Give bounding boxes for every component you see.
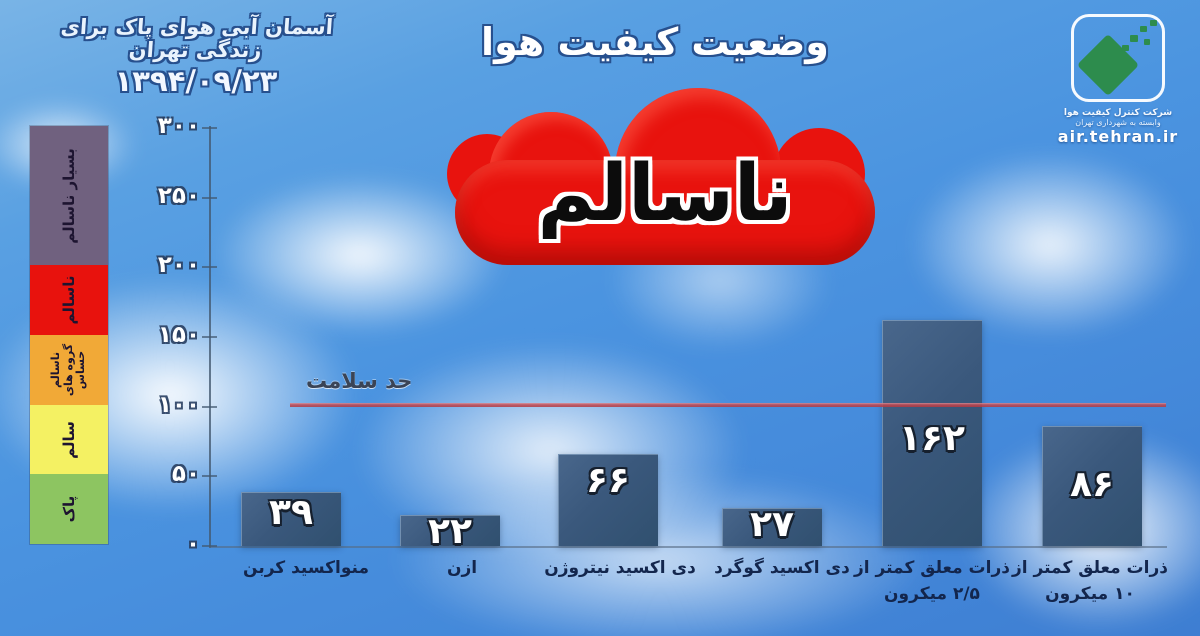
aqi-scale-legend: بسیار ناسالم ناسالم ناسالم گروه های حساس… [30,126,108,544]
scale-label: سالم [60,420,78,459]
y-tick-label: ۳۰۰ [157,113,200,139]
x-label-pm10: ذرات معلق کمتر از ۱۰ میکرون [980,556,1200,607]
health-limit-label: حد سلامت [306,369,413,393]
bar-value: ۶۶ [586,460,630,501]
logo-org-subtitle: وابسته به شهرداری تهران [1075,118,1161,127]
y-tick [202,406,217,408]
y-tick-label: ۱۰۰ [157,392,200,418]
scale-very-unhealthy: بسیار ناسالم [30,126,108,265]
brand-slogan: آسمان آبی هوای پاک برای زندگی تهران [59,15,334,63]
y-tick-label: ۱۵۰ [157,322,200,348]
logo-pixel-icon [1122,45,1129,51]
health-limit-line [290,403,1166,407]
logo-pixel-icon [1140,26,1147,32]
logo-org-name: شرکت کنترل کیفیت هوا [1063,108,1173,118]
bar-value: ۸۶ [1070,464,1114,505]
bar-sulfur-dioxide: ۲۷ [722,504,822,546]
scale-unhealthy: ناسالم [30,265,108,335]
bar-value: ۳۹ [269,492,313,533]
x-label-line: ۱۰ میکرون [1045,583,1135,604]
scale-healthy: سالم [30,405,108,474]
y-tick-label: ۲۵۰ [157,183,200,209]
report-date: ۱۳۹۴/۰۹/۲۳ [114,64,278,98]
status-badge: ناسالم [537,149,793,239]
y-tick [202,475,217,477]
bar-pm25: ۱۶۲ [882,320,982,546]
logo-url: air.tehran.ir [1057,127,1179,146]
scale-label: ناسالم [60,275,78,325]
bar-value: ۱۶۲ [899,418,965,459]
bar-nitrogen-dioxide: ۶۶ [558,454,658,546]
cloud-blob [280,300,820,600]
y-tick [202,545,217,547]
y-tick [202,336,217,338]
logo-frame-icon [1071,14,1165,102]
logo-diamond-icon [1076,33,1140,97]
x-label-line: ذرات معلق کمتر از [1012,558,1168,578]
scale-label: بسیار ناسالم [60,147,78,244]
logo-pixel-icon [1130,35,1138,42]
x-axis [209,546,1167,548]
logo-pixel-icon [1150,20,1157,26]
aqcc-logo: شرکت کنترل کیفیت هوا وابسته به شهرداری ت… [1040,14,1196,146]
scale-unhealthy-sensitive: ناسالم گروه های حساس [30,335,108,405]
scale-label: پاک [60,495,78,523]
bar-value: ۲۲ [428,511,472,552]
cloud-shape [455,160,875,265]
bar-carbon-monoxide: ۳۹ [241,492,341,546]
scale-clean: پاک [30,474,108,544]
logo-pixel-icon [1144,39,1150,45]
status-cloud: ناسالم [447,88,875,273]
y-tick-label: ۲۰۰ [157,252,200,278]
y-tick-label: ۵۰ [171,461,200,487]
page-title: وضعیت کیفیت هوا [481,20,829,64]
bar-ozone: ۲۲ [400,513,500,550]
y-tick [202,197,217,199]
y-tick-label: ۰ [185,531,200,557]
y-tick [202,266,217,268]
bar-pm10: ۸۶ [1042,426,1142,546]
scale-label: ناسالم گروه های حساس [49,343,88,397]
y-tick [202,127,217,129]
bar-value: ۲۷ [750,504,794,545]
